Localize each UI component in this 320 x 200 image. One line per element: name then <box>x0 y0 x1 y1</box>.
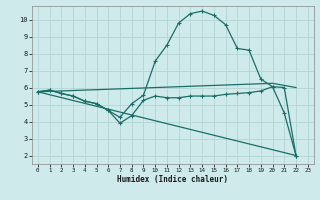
X-axis label: Humidex (Indice chaleur): Humidex (Indice chaleur) <box>117 175 228 184</box>
